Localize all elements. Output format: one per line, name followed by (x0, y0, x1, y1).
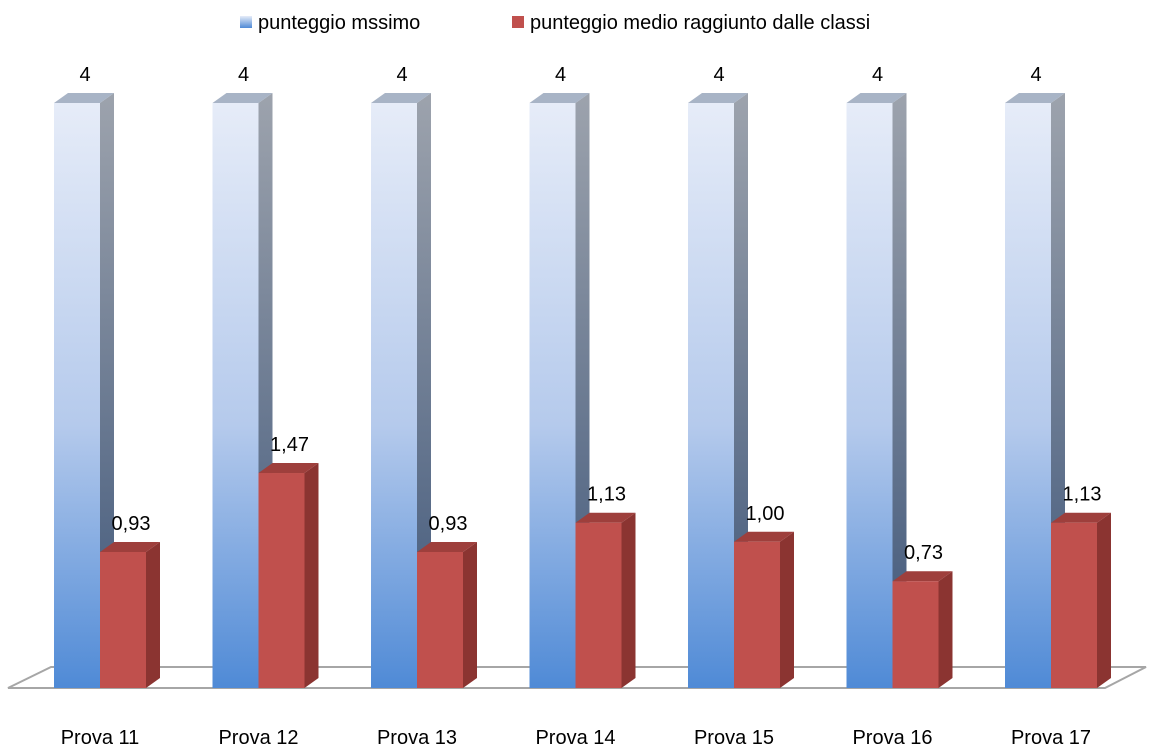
bar-series-2-7 (1051, 512, 1111, 688)
category-label-3: Prova 13 (377, 727, 457, 749)
bar-series-1-2 (212, 93, 273, 688)
bars-layer (54, 93, 1111, 688)
data-label-series-1-1: 4 (79, 64, 90, 86)
data-label-series-2-3: 0,93 (429, 513, 468, 535)
category-label-5: Prova 15 (694, 727, 774, 749)
legend-label-series-2: punteggio medio raggiunto dalle classi (530, 12, 870, 34)
category-label-7: Prova 17 (1011, 727, 1091, 749)
data-label-series-2-1: 0,93 (112, 513, 151, 535)
legend-swatch-series-2 (512, 16, 524, 28)
bar-series-2-1 (100, 541, 160, 688)
data-label-series-2-2: 1,47 (270, 434, 309, 456)
category-label-2: Prova 12 (218, 727, 298, 749)
legend-swatch-series-1 (240, 16, 252, 28)
legend: punteggio mssimo punteggio medio raggiun… (240, 12, 870, 34)
bar-series-2-6 (892, 571, 953, 688)
data-label-series-1-6: 4 (872, 64, 883, 86)
bar-series-2-3 (417, 541, 477, 688)
data-label-series-1-4: 4 (555, 64, 566, 86)
data-label-series-1-2: 4 (238, 64, 249, 86)
bar-series-2-2 (258, 463, 319, 688)
bar-series-2-5 (734, 531, 794, 688)
bar-series-1-3 (371, 93, 431, 688)
bar-series-1-6 (846, 93, 907, 688)
category-label-4: Prova 14 (535, 727, 615, 749)
data-label-series-1-7: 4 (1030, 64, 1041, 86)
data-label-series-2-6: 0,73 (904, 542, 943, 564)
bar-series-1-5 (688, 93, 748, 688)
bar-series-1-1 (54, 93, 114, 688)
data-label-series-2-5: 1,00 (746, 503, 785, 525)
data-label-series-2-4: 1,13 (587, 484, 626, 506)
category-label-6: Prova 16 (852, 727, 932, 749)
legend-label-series-1: punteggio mssimo (258, 12, 420, 34)
data-label-series-2-7: 1,13 (1063, 484, 1102, 506)
bar-series-2-4 (575, 512, 636, 688)
data-label-series-1-3: 4 (396, 64, 407, 86)
category-label-1: Prova 11 (61, 727, 140, 749)
data-label-series-1-5: 4 (713, 64, 724, 86)
labels-layer: 4 0,93 Prova 11 4 1,47 Prova 12 4 0,93 Prova 13 4… (61, 64, 1102, 749)
bar-series-1-4 (529, 93, 590, 688)
